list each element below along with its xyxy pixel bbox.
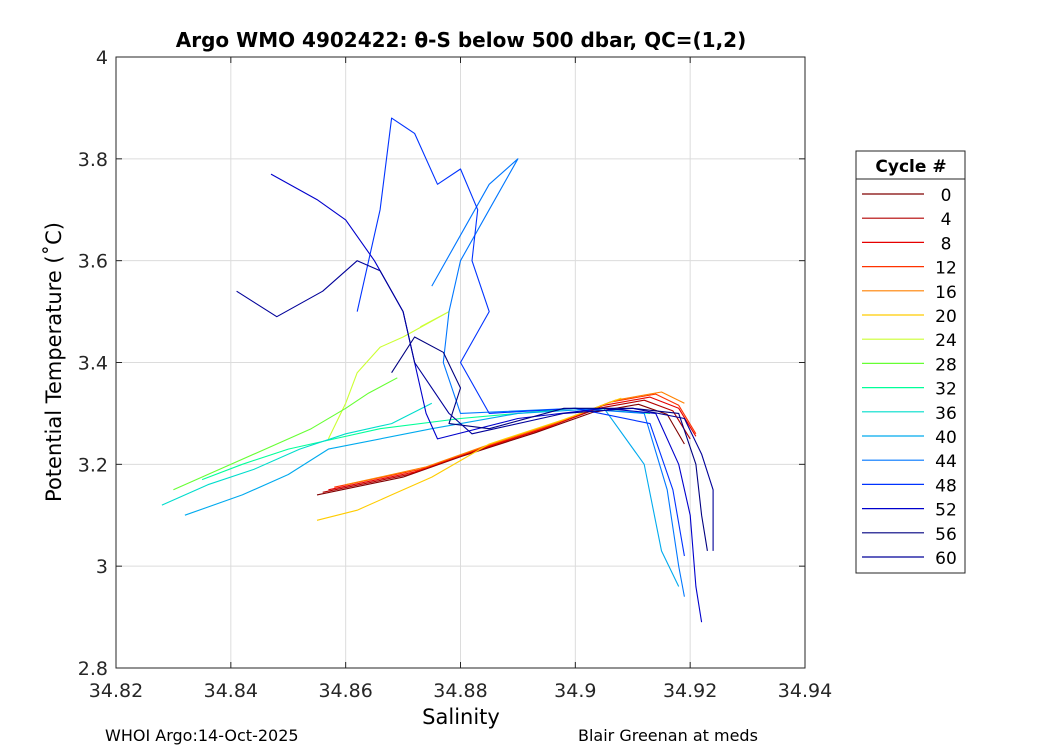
y-tick-label: 3.8 — [78, 149, 108, 171]
y-tick-label: 3 — [96, 556, 108, 578]
legend-label-cycle-56: 56 — [935, 525, 957, 545]
series-line-cycle-16 — [345, 391, 685, 486]
legend-label-cycle-60: 60 — [935, 549, 957, 569]
legend-label-cycle-8: 8 — [941, 234, 952, 254]
legend-label-cycle-40: 40 — [935, 428, 957, 448]
footer-left-text: WHOI Argo:14-Oct-2025 — [105, 726, 299, 745]
x-tick-label: 34.86 — [318, 680, 372, 702]
legend-label-cycle-44: 44 — [935, 452, 957, 472]
footer-right-text: Blair Greenan at meds — [578, 726, 758, 745]
y-tick-label: 3.2 — [78, 454, 108, 476]
y-tick-label: 2.8 — [78, 658, 108, 680]
x-tick-label: 34.9 — [554, 680, 596, 702]
x-tick-label: 34.82 — [89, 680, 143, 702]
legend-label-cycle-20: 20 — [935, 307, 957, 327]
series-line-cycle-40 — [184, 407, 680, 587]
series-line-cycle-52 — [270, 173, 703, 623]
x-axis-label: Salinity — [422, 705, 500, 729]
legend-label-cycle-24: 24 — [935, 331, 957, 351]
series-layer — [161, 117, 714, 623]
series-line-cycle-60 — [236, 260, 714, 551]
legend-box — [855, 150, 966, 574]
x-tick-label: 34.94 — [778, 680, 832, 702]
x-tick-label: 34.84 — [204, 680, 258, 702]
chart-title: Argo WMO 4902422: θ-S below 500 dbar, QC… — [176, 28, 746, 52]
series-line-cycle-28 — [173, 377, 398, 491]
legend-label-cycle-12: 12 — [935, 259, 957, 279]
legend-title: Cycle # — [875, 157, 946, 177]
x-tick-label: 34.88 — [433, 680, 487, 702]
x-tick-labels: 34.82 34.84 34.86 34.88 34.9 34.92 34.94 — [89, 680, 832, 702]
legend-label-cycle-0: 0 — [941, 186, 952, 206]
series-line-cycle-48 — [356, 117, 685, 557]
legend-label-cycle-32: 32 — [935, 380, 957, 400]
series-line-cycle-44 — [431, 158, 685, 597]
y-tick-labels: 2.8 3 3.2 3.4 3.6 3.8 4 — [78, 47, 108, 680]
legend-label-cycle-4: 4 — [941, 210, 952, 230]
legend-label-cycle-28: 28 — [935, 355, 957, 375]
legend-label-cycle-52: 52 — [935, 501, 957, 521]
legend-label-cycle-36: 36 — [935, 404, 957, 424]
series-line-cycle-36 — [161, 402, 433, 506]
legend-label-cycle-16: 16 — [935, 283, 957, 303]
series-line-cycle-20 — [316, 397, 622, 521]
y-axis-label: Potential Temperature (˚C) — [42, 222, 66, 502]
y-tick-label: 3.6 — [78, 251, 108, 273]
series-line-cycle-56 — [391, 336, 708, 551]
x-tick-label: 34.92 — [663, 680, 717, 702]
legend-label-cycle-48: 48 — [935, 476, 957, 496]
y-tick-label: 4 — [96, 47, 108, 69]
y-tick-label: 3.4 — [78, 353, 108, 375]
ticks — [115, 56, 806, 669]
